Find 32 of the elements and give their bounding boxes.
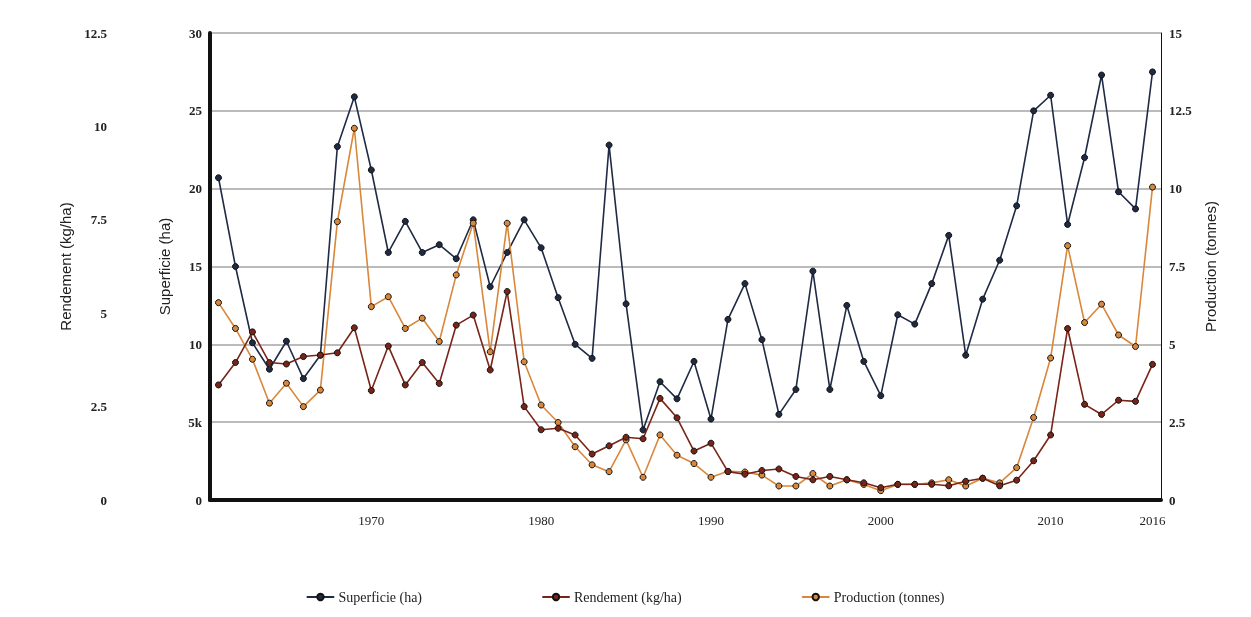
y-tick-label: 0 [195,492,202,508]
y-tick-label: 30 [189,25,202,41]
x-tick-label: 2000 [867,513,894,528]
y3-axis-title: Rendement (kg/ha) [57,202,75,331]
y2-tick-label: 5 [1169,336,1176,352]
y3-tick-label: 12.5 [84,25,108,41]
x-tick-label: 2016 [1139,513,1167,528]
y2-tick-label: 15 [1169,25,1183,41]
x-tick-label: 1980 [528,513,555,528]
legend-label: Production (tonnes) [833,589,945,606]
y-tick-label: 15 [189,259,203,274]
y2-tick-label: 7.5 [1169,259,1186,274]
legend-label: Rendement (kg/ha) [574,589,683,606]
x-tick-label: 1990 [697,513,724,528]
y3-tick-label: 2.5 [90,399,108,415]
y2-axis-title: Production (tonnes) [1201,201,1219,332]
x-tick-label: 2010 [1037,513,1064,528]
y3-tick-label: 10 [94,118,107,134]
y2-tick-label: 12.5 [1169,103,1193,119]
y-tick-label: 20 [189,181,202,197]
y2-tick-label: 2.5 [1169,414,1186,430]
y3-tick-label: 0 [100,492,107,508]
legend-label: Superficie (ha) [338,589,423,606]
y-tick-label: 10 [189,336,202,352]
y-tick-label: 25 [189,103,203,119]
x-tick-label: 1970 [358,513,385,528]
y3-tick-label: 7.5 [90,212,108,228]
y2-tick-label: 0 [1169,492,1176,508]
y-tick-label: 5k [188,414,203,430]
y2-tick-label: 10 [1169,181,1182,197]
y-axis-title: Superficie (ha) [156,217,173,316]
y3-tick-label: 5 [100,305,108,321]
